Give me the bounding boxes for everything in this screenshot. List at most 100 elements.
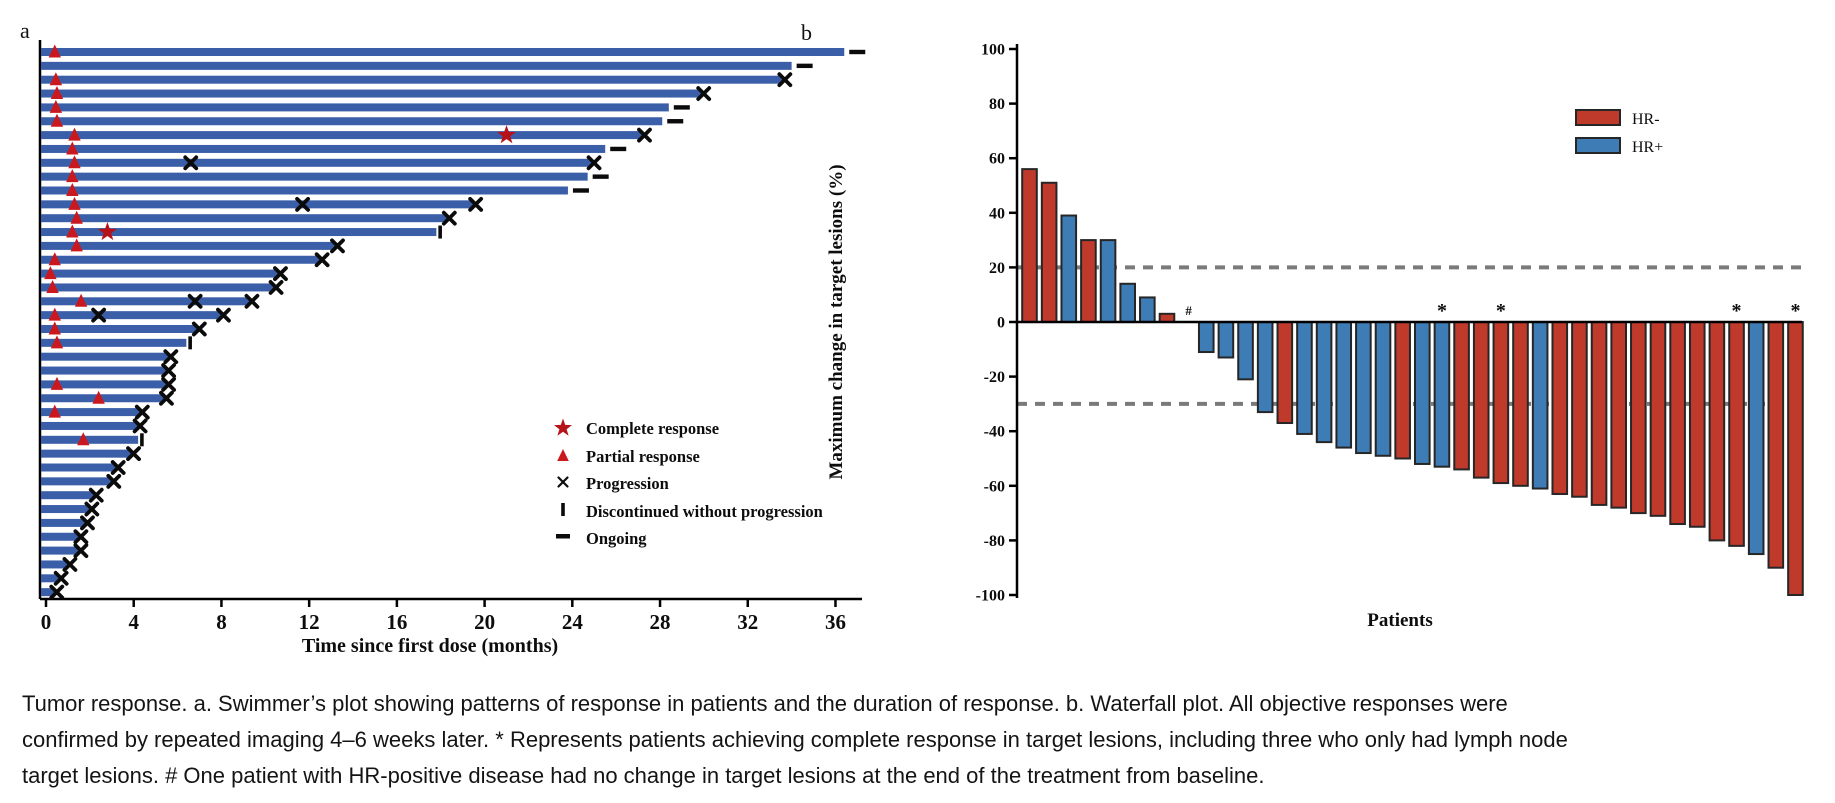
- swimmer-row: [41, 570, 69, 586]
- y-tick-label: -60: [984, 478, 1005, 495]
- progression-x-icon: [126, 446, 141, 462]
- progression-x-icon: [62, 557, 78, 572]
- swimmer-row: [41, 404, 150, 420]
- duration-bar: [41, 518, 86, 527]
- complete-response-asterisk: *: [1790, 300, 1800, 322]
- duration-bar: [41, 325, 198, 333]
- progression-x-icon: [696, 86, 712, 101]
- partial-response-icon: [49, 99, 63, 113]
- waterfall-bar: [1433, 321, 1451, 468]
- y-tick-label: 80: [989, 96, 1005, 113]
- complete-response-asterisk: *: [1437, 300, 1447, 322]
- duration-bar: [41, 186, 568, 195]
- progression-x-icon: [330, 238, 345, 254]
- waterfall-bar: [1414, 321, 1431, 465]
- complete-response-icon: [97, 222, 117, 241]
- progression-x-icon: [191, 321, 207, 337]
- swimmer-row: [41, 376, 177, 392]
- legend-item: Ongoing: [556, 529, 647, 548]
- progression-x-icon: [73, 543, 89, 558]
- progression-x-icon: [161, 377, 177, 392]
- y-axis-title: Maximum change in target lesions (%): [826, 164, 847, 479]
- progression-x-icon: [314, 252, 330, 268]
- partial-response-icon: [48, 321, 61, 335]
- waterfall-bar: [1787, 321, 1804, 596]
- swimmer-legend: Complete response Partial response Progres…: [554, 418, 823, 548]
- partial-response-icon: [66, 183, 79, 196]
- partial-response-icon: [68, 196, 81, 210]
- duration-bar: [41, 214, 448, 223]
- x-tick-label: 8: [216, 610, 227, 634]
- swimmer-row: [41, 279, 284, 295]
- swimmer-row: [41, 86, 712, 101]
- waterfall-bar: [1669, 321, 1686, 526]
- y-tick-label: -100: [976, 588, 1005, 605]
- duration-bar: [41, 532, 79, 541]
- duration-bar: [41, 269, 279, 278]
- dash-icon: [556, 534, 570, 539]
- waterfall-bar: [1453, 321, 1470, 471]
- waterfall-bar: [1355, 321, 1372, 455]
- progression-x-icon: [73, 529, 89, 545]
- y-tick-label: 20: [989, 260, 1005, 277]
- y-tick-label: -80: [984, 533, 1005, 550]
- progression-x-icon: [295, 196, 310, 212]
- x-tick-label: 4: [128, 610, 139, 634]
- vbar-icon: [561, 503, 565, 516]
- waterfall-bar: [1531, 321, 1549, 490]
- swimmer-row: [41, 125, 652, 144]
- progression-x-icon: [88, 487, 104, 503]
- swimmer-row: [41, 210, 457, 226]
- waterfall-bar: [1080, 239, 1097, 324]
- waterfall-bar: [1472, 321, 1490, 479]
- waterfall-bar: [1708, 321, 1726, 542]
- swimmer-row: [41, 155, 602, 171]
- duration-bar: [41, 380, 167, 389]
- swimmer-row: [41, 196, 484, 212]
- duration-bar: [41, 338, 187, 347]
- progression-x-icon: [273, 266, 288, 281]
- swimmer-row: [41, 390, 174, 406]
- swimmer-row: [41, 446, 141, 462]
- progression-x-icon: [163, 349, 179, 365]
- ongoing-icon: [667, 119, 684, 124]
- swimmer-row: [41, 252, 330, 268]
- ongoing-icon: [610, 146, 627, 152]
- swimmer-row: [41, 222, 442, 241]
- legend-label: Progression: [586, 474, 669, 493]
- duration-bar: [41, 75, 783, 84]
- legend-swatch: [1575, 137, 1621, 154]
- complete-response-icon: [497, 125, 516, 144]
- duration-bar: [41, 366, 167, 375]
- partial-response-icon: [66, 169, 79, 183]
- y-tick-label: -40: [984, 424, 1005, 441]
- triangle-icon: [557, 449, 569, 461]
- ongoing-icon: [572, 188, 589, 193]
- partial-response-icon: [48, 404, 61, 418]
- duration-bar: [41, 228, 437, 237]
- waterfall-bar: [1767, 321, 1785, 569]
- duration-bar: [41, 117, 663, 126]
- duration-bar: [41, 408, 141, 417]
- y-tick-label: 0: [997, 315, 1005, 332]
- figure-caption: Tumor response. a. Swimmer’s plot showin…: [22, 691, 1568, 788]
- partial-response-icon: [50, 113, 64, 127]
- ongoing-icon: [849, 49, 866, 55]
- waterfall-bar: [1374, 321, 1392, 457]
- duration-bar: [41, 560, 68, 569]
- progression-x-icon: [244, 293, 260, 309]
- partial-response-icon: [48, 307, 61, 321]
- waterfall-bar: [1315, 321, 1333, 444]
- partial-response-icon: [68, 127, 81, 141]
- waterfall-bar: [1649, 321, 1667, 517]
- waterfall-bar: [1237, 321, 1254, 381]
- duration-bar: [41, 200, 474, 209]
- waterfall-bar: [1630, 321, 1647, 515]
- duration-bar: [41, 283, 275, 292]
- star-icon: [554, 418, 572, 436]
- waterfall-bar: [1492, 321, 1510, 485]
- waterfall-bar: [1217, 321, 1235, 359]
- legend-item: Discontinued without progression: [561, 502, 823, 521]
- waterfall-bar: [1276, 321, 1294, 425]
- duration-bar: [41, 297, 250, 306]
